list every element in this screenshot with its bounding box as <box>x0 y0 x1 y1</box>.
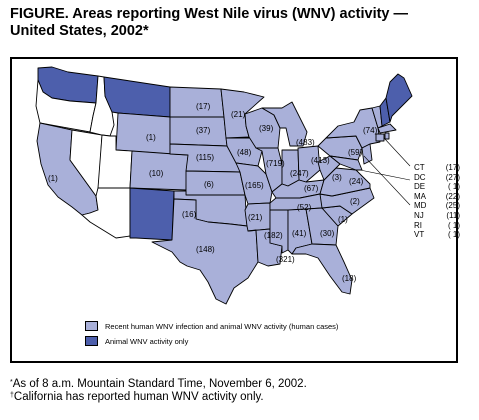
state-count-label: (59) <box>348 148 363 157</box>
footnote-asof: *As of 8 a.m. Mountain Standard Time, No… <box>10 378 307 391</box>
state-count: (22) <box>445 191 460 201</box>
state-count-labels: (17) (21) (39) (483) (74) (1) (37) (59) … <box>48 102 378 283</box>
small-state-row: MA (22) <box>414 192 460 202</box>
state-count-label: (41) <box>292 229 307 238</box>
state-abbr: CT <box>414 163 425 172</box>
state-count-label: (24) <box>349 177 364 186</box>
state-count-label: (719) <box>266 159 285 168</box>
state-ks <box>185 170 246 196</box>
state-count-label: (10) <box>149 169 164 178</box>
state-ri <box>384 132 390 140</box>
state-count-label: (165) <box>245 181 264 190</box>
legend-label-animal: Animal WNV activity only <box>105 336 189 346</box>
state-abbr: MD <box>414 201 427 211</box>
state-count-label: (115) <box>196 153 214 162</box>
state-count: ( 1) <box>448 230 460 240</box>
footnote-mark: * <box>10 379 13 386</box>
state-count-label: (413) <box>311 156 330 165</box>
state-tx <box>151 198 259 305</box>
state-count-label: (1) <box>146 133 156 142</box>
state-me <box>385 73 413 123</box>
state-va <box>319 167 371 197</box>
state-count-label: (182) <box>264 231 283 240</box>
figure-title: FIGURE. Areas reporting West Nile virus … <box>10 6 409 39</box>
small-state-row: MD (25) <box>414 201 460 211</box>
state-count-label: (321) <box>276 255 295 264</box>
state-count-label: (2) <box>350 197 360 206</box>
state-count-label: (17) <box>196 102 211 111</box>
state-wy <box>115 112 171 155</box>
state-count-label: (148) <box>196 245 215 254</box>
state-md <box>329 155 363 171</box>
state-count-label: (1) <box>48 174 58 183</box>
state-count-label: (6) <box>204 180 214 189</box>
state-mt <box>103 76 171 118</box>
state-ct <box>375 133 385 142</box>
leader-lines <box>359 137 411 206</box>
small-states-list: CT (17) DC (27) DE ( 1) MA (22) MD (25) NJ (11… <box>414 163 460 240</box>
state-oh <box>297 145 321 183</box>
state-count-label: (3) <box>332 173 342 182</box>
state-count-label: (37) <box>196 126 211 135</box>
small-state-row: DE ( 1) <box>414 182 460 192</box>
state-count-label: (67) <box>304 184 319 193</box>
footnote-text: California has reported human WNV activi… <box>13 391 264 403</box>
state-count-label: (30) <box>320 229 335 238</box>
legend-item-human: Recent human WNV infection and animal WN… <box>85 321 338 331</box>
state-count-label: (48) <box>237 148 252 157</box>
state-count-label: (16) <box>182 210 197 219</box>
state-count: (11) <box>446 210 460 220</box>
state-nm <box>129 187 175 241</box>
state-mi <box>261 101 308 147</box>
state-count: ( 1) <box>448 182 460 192</box>
state-count: (27) <box>445 172 460 182</box>
small-state-row: DC (27) <box>414 173 460 183</box>
footnote-text: As of 8 a.m. Mountain Standard Time, Nov… <box>12 378 307 390</box>
state-count-label: (74) <box>363 126 378 135</box>
small-state-row: CT (17) <box>414 163 460 173</box>
small-state-row: RI ( 1) <box>414 221 460 231</box>
state-abbr: NJ <box>414 210 424 220</box>
footnote-california: †California has reported human WNV activ… <box>10 391 264 404</box>
state-count-label: (18) <box>342 274 357 283</box>
state-abbr: DE <box>414 182 426 192</box>
state-abbr: RI <box>414 220 422 230</box>
small-state-row: VT ( 1) <box>414 230 460 240</box>
footnote-mark: † <box>10 392 14 399</box>
state-count-label: (39) <box>259 124 274 133</box>
legend-swatch-human <box>85 321 98 331</box>
state-abbr: DC <box>414 172 426 182</box>
small-state-row: NJ (11) <box>414 211 460 221</box>
state-in <box>281 149 300 187</box>
state-count: (17) <box>445 163 460 172</box>
legend-label-human: Recent human WNV infection and animal WN… <box>105 321 339 331</box>
state-fl <box>291 243 353 295</box>
state-count-label: (21) <box>248 213 263 222</box>
legend-item-animal: Animal WNV activity only <box>85 336 188 346</box>
state-count-label: (247) <box>290 169 309 178</box>
state-nj <box>361 143 373 165</box>
state-abbr: VT <box>414 230 425 240</box>
state-count: ( 1) <box>448 220 460 230</box>
state-count-label: (21) <box>231 110 246 119</box>
state-abbr: MA <box>414 191 426 201</box>
state-count-label: (1) <box>338 215 348 224</box>
state-count-label: (483) <box>296 138 315 147</box>
state-count-label: (52) <box>297 203 312 212</box>
legend-swatch-animal <box>85 336 98 346</box>
state-count: (25) <box>445 201 460 211</box>
state-ma <box>377 123 397 134</box>
